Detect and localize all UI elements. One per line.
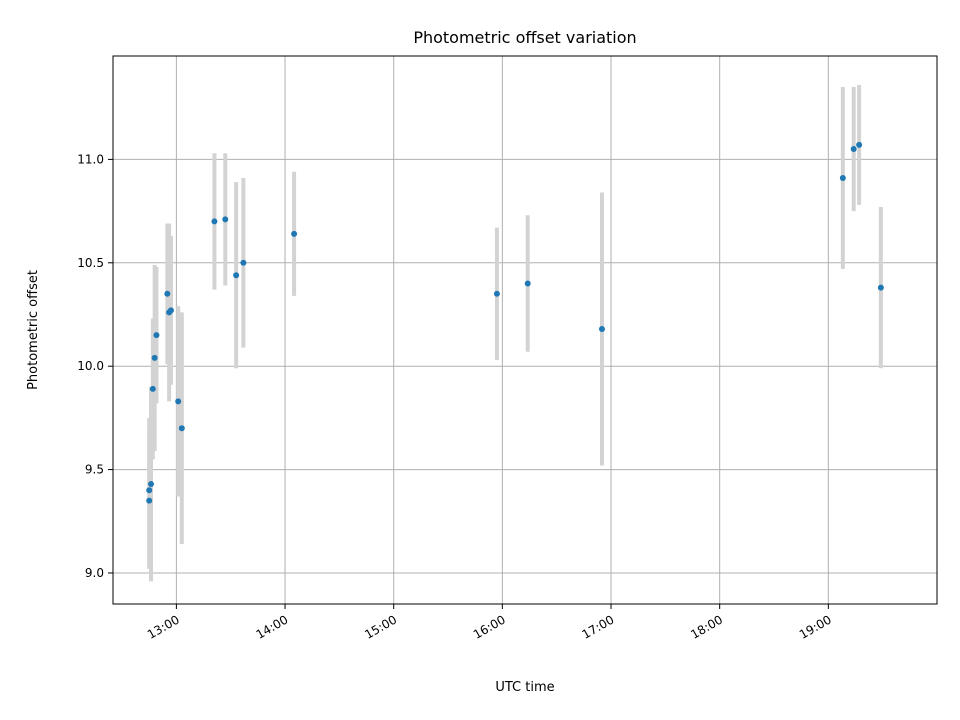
y-tick-label: 11.0 — [77, 152, 104, 166]
data-point — [877, 284, 884, 291]
plot-background — [113, 56, 937, 604]
data-point — [178, 425, 185, 432]
y-axis-label: Photometric offset — [26, 270, 41, 390]
data-point — [153, 332, 160, 339]
data-point — [146, 487, 153, 494]
x-tick-label: 13:00 — [145, 612, 182, 641]
data-point — [524, 280, 531, 287]
y-tick-label: 9.5 — [85, 463, 104, 477]
x-tick-label: 17:00 — [580, 612, 617, 641]
data-point — [222, 216, 229, 223]
x-axis: 13:00 14:00 15:00 16:00 17:00 18:00 19:00 — [145, 604, 834, 642]
x-axis-label: UTC time — [495, 680, 554, 695]
data-point — [175, 398, 182, 405]
x-tick-label: 15:00 — [362, 612, 399, 641]
data-point — [151, 354, 158, 361]
data-point — [149, 385, 156, 392]
data-point — [164, 290, 171, 297]
x-tick-label: 14:00 — [254, 612, 291, 641]
data-point — [850, 146, 857, 153]
data-point — [146, 497, 153, 504]
data-point — [598, 325, 605, 332]
chart-title: Photometric offset variation — [413, 28, 636, 47]
data-point — [233, 272, 240, 279]
y-tick-label: 10.5 — [77, 256, 104, 270]
data-points — [146, 141, 884, 504]
y-tick-label: 9.0 — [85, 566, 104, 580]
data-point — [148, 481, 155, 488]
data-point — [211, 218, 218, 225]
data-point — [240, 259, 247, 266]
data-point — [493, 290, 500, 297]
y-axis: 9.0 9.5 10.0 10.5 11.0 — [77, 152, 113, 580]
data-point — [856, 141, 863, 148]
data-point — [167, 307, 174, 314]
data-point — [839, 175, 846, 182]
x-tick-label: 16:00 — [471, 612, 508, 641]
x-tick-label: 18:00 — [688, 612, 725, 641]
grid — [113, 56, 937, 604]
plot-frame — [112, 55, 938, 605]
x-tick-label: 19:00 — [797, 612, 834, 641]
y-tick-label: 10.0 — [77, 359, 104, 373]
data-point — [291, 230, 298, 237]
